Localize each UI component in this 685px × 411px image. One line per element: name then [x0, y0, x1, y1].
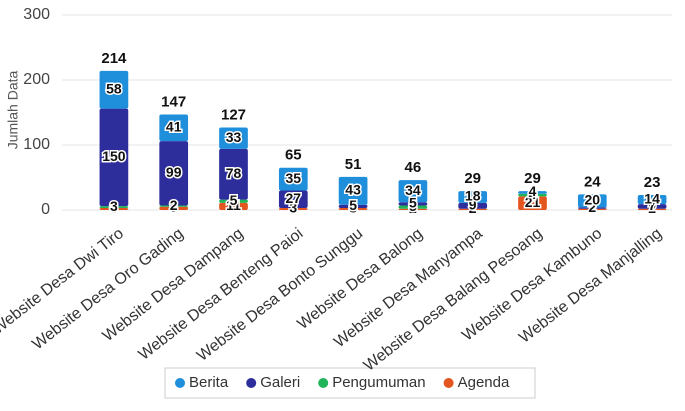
legend-label: Berita	[189, 374, 229, 391]
total-label: 147	[161, 93, 186, 110]
legend-swatch	[175, 378, 185, 388]
data-label: 2	[409, 200, 417, 216]
bar-segment	[159, 205, 189, 207]
data-label: 34	[405, 182, 421, 198]
bar-segment	[458, 202, 488, 209]
bar-segment	[637, 208, 667, 210]
data-label: 20	[585, 192, 601, 208]
bar-segment	[338, 176, 368, 205]
bar-segment	[577, 208, 607, 210]
data-label: 7	[648, 197, 656, 213]
bar-segment	[338, 204, 368, 209]
bar-segment	[159, 114, 189, 142]
bar-segment	[398, 180, 428, 203]
y-tick-label: 100	[23, 136, 50, 153]
bar-segment	[278, 208, 308, 210]
total-label: 29	[464, 170, 481, 187]
data-label: 2	[588, 199, 596, 215]
total-label: 51	[345, 156, 362, 173]
legend-swatch	[443, 378, 454, 388]
bar-segment	[577, 207, 607, 209]
data-label: 4	[529, 186, 537, 202]
bar-segment	[458, 191, 488, 203]
data-label: 78	[226, 165, 242, 181]
data-label: 2	[648, 200, 656, 216]
total-label: 65	[285, 147, 302, 164]
bar-segment	[159, 206, 189, 210]
bar-segment	[518, 191, 547, 194]
bar-segment	[398, 202, 428, 206]
y-tick-label: 0	[41, 201, 50, 218]
legend-label: Galeri	[260, 374, 300, 391]
data-label: 5	[170, 199, 178, 215]
bar-segment	[398, 208, 428, 210]
data-label: 33	[226, 129, 242, 145]
bar-segment	[518, 193, 547, 197]
total-label: 29	[524, 170, 541, 187]
bar-segment	[278, 167, 308, 191]
data-label: 3	[289, 200, 297, 216]
data-label: 18	[465, 188, 481, 204]
bar-segment	[637, 204, 667, 209]
bar-segment	[99, 208, 129, 210]
bar-segment	[99, 206, 129, 209]
bar-segment	[159, 141, 189, 206]
data-label: 5	[349, 197, 357, 213]
bar-segment	[99, 70, 129, 109]
bar-segment	[219, 148, 248, 200]
data-label: 21	[525, 194, 541, 210]
total-label: 127	[221, 106, 246, 123]
data-label: 150	[102, 148, 126, 164]
data-label: 9	[469, 196, 477, 212]
bar-segment	[398, 205, 428, 209]
data-label: 35	[286, 170, 302, 186]
data-label: 41	[166, 118, 182, 134]
data-label: 5	[230, 192, 238, 208]
bar-segment	[99, 108, 129, 207]
data-label: 5	[409, 195, 417, 211]
bar-segment	[458, 208, 488, 210]
y-tick-label: 200	[23, 71, 50, 88]
data-label: 5	[409, 198, 417, 214]
total-label: 23	[644, 174, 661, 191]
y-axis-label: Jumlah Data	[5, 70, 21, 149]
data-label: 4	[529, 183, 537, 199]
data-label: 43	[345, 182, 361, 198]
total-label: 214	[101, 50, 127, 67]
data-label: 3	[349, 200, 357, 216]
bar-segment	[219, 202, 248, 210]
data-label: 58	[106, 80, 122, 96]
data-label: 99	[166, 164, 182, 180]
data-label: 11	[226, 197, 241, 213]
data-label: 2	[469, 200, 477, 216]
total-label: 24	[584, 173, 601, 190]
bar-segment	[637, 195, 667, 205]
data-label: 2	[170, 197, 178, 213]
legend-swatch	[318, 378, 329, 388]
bar-segment	[577, 194, 607, 208]
bar-segment	[278, 190, 308, 209]
bar-segment	[219, 127, 248, 149]
data-label: 3	[110, 198, 118, 214]
bar-segment	[518, 196, 547, 210]
data-label: 27	[286, 190, 302, 206]
y-tick-label: 300	[23, 6, 50, 23]
legend-label: Agenda	[458, 374, 510, 391]
data-label: 14	[644, 190, 660, 206]
data-label: 3	[110, 200, 118, 216]
legend-swatch	[246, 378, 257, 388]
bar-segment	[219, 199, 248, 203]
total-label: 46	[405, 159, 422, 176]
data-label: 2	[588, 200, 596, 216]
bar-segment	[338, 208, 368, 210]
legend-label: Pengumuman	[332, 374, 425, 391]
legend-box	[164, 367, 536, 399]
